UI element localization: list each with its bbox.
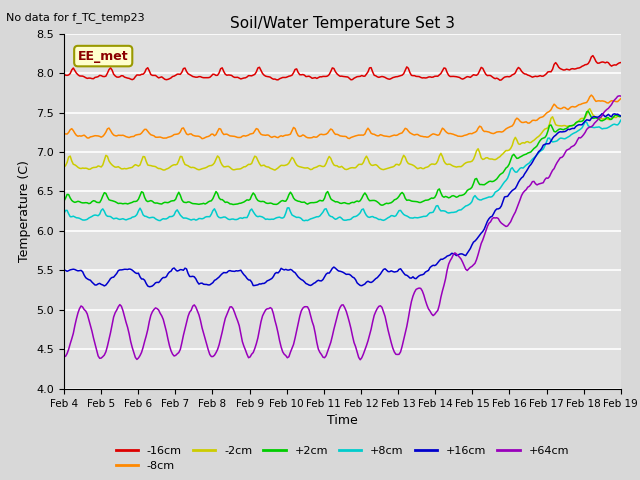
Legend: -16cm, -8cm, -2cm, +2cm, +8cm, +16cm, +64cm: -16cm, -8cm, -2cm, +2cm, +8cm, +16cm, +6… xyxy=(111,441,573,476)
Y-axis label: Temperature (C): Temperature (C) xyxy=(18,160,31,262)
Title: Soil/Water Temperature Set 3: Soil/Water Temperature Set 3 xyxy=(230,16,455,31)
X-axis label: Time: Time xyxy=(327,414,358,427)
Text: EE_met: EE_met xyxy=(78,49,129,62)
Text: No data for f_TC_temp23: No data for f_TC_temp23 xyxy=(6,12,145,23)
